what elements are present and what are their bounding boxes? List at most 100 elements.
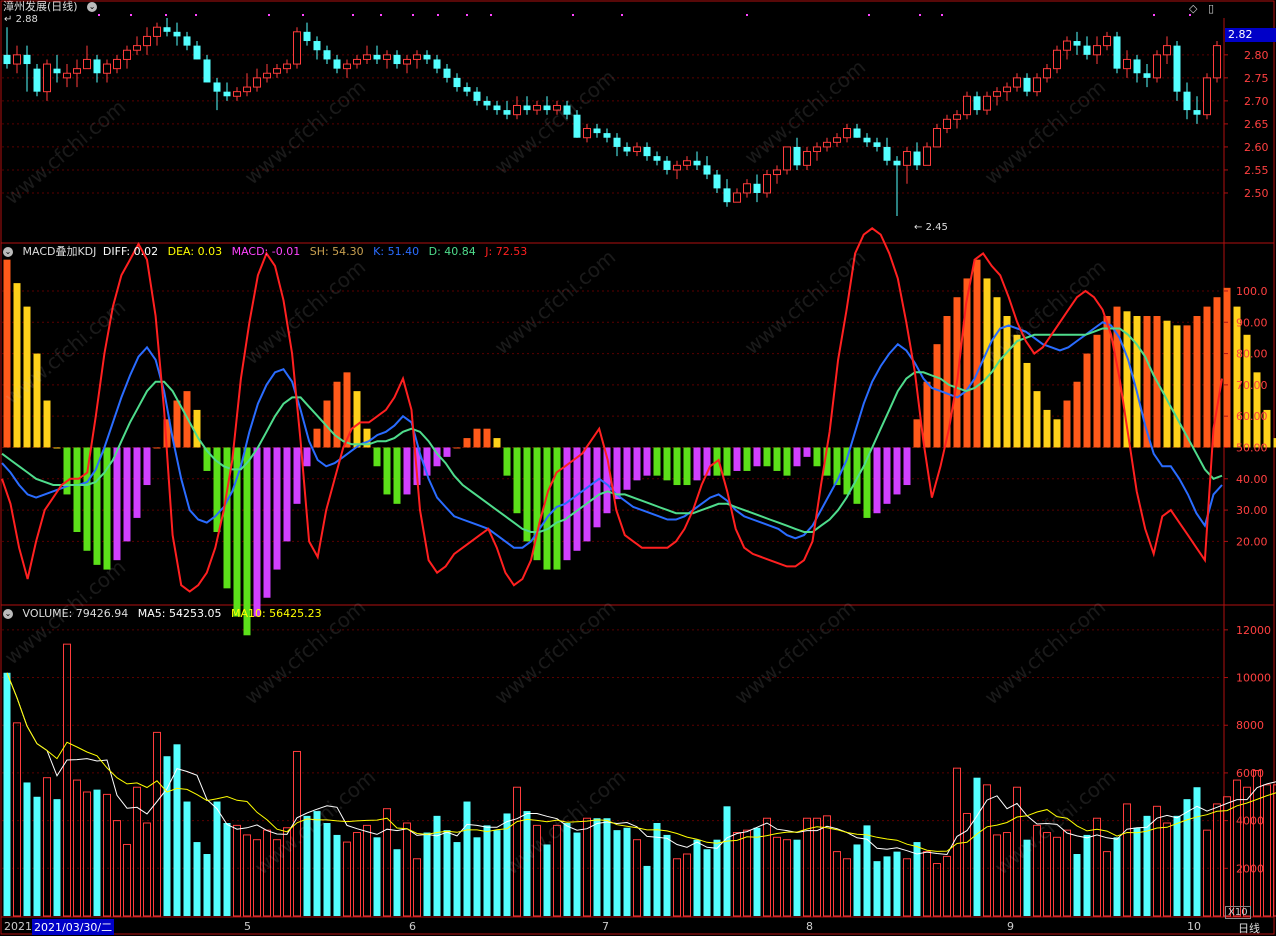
volume-bar [13, 722, 21, 917]
macd-bar [33, 353, 41, 448]
macd-bar [543, 447, 551, 570]
volume-tick-label: 2000 [1236, 862, 1264, 875]
chevron-down-icon[interactable]: ⌄ [87, 2, 98, 12]
diamond-icon[interactable]: ◇ [1189, 2, 1198, 15]
candle [813, 142, 821, 161]
candle [423, 50, 431, 65]
volume-bar [483, 825, 491, 916]
macd-bar [233, 447, 241, 617]
diff-value: DIFF: 0.02 [102, 245, 159, 258]
kdj-tick-label: 30.00 [1236, 504, 1268, 517]
macd-bar [853, 447, 861, 504]
volume-bar [33, 796, 41, 916]
macd-bar [773, 447, 781, 471]
candle [543, 96, 551, 115]
volume-bar [143, 822, 151, 917]
volume-bar [943, 855, 951, 917]
volume-bar [593, 818, 601, 916]
candle [913, 142, 921, 170]
macd-bar [393, 447, 401, 504]
macd-bar [323, 400, 331, 448]
price-tick-label: 2.60 [1244, 141, 1269, 154]
macd-bar [673, 447, 681, 486]
macd-bar [1213, 297, 1221, 448]
candle [593, 123, 601, 138]
volume-bar [673, 858, 681, 917]
candle [333, 54, 341, 74]
kdj-lines [1, 227, 1223, 593]
candle [953, 110, 961, 129]
candle [843, 123, 851, 143]
macd-bar [593, 447, 601, 528]
volume-bar [503, 813, 511, 916]
window-icon[interactable]: ▯ [1208, 2, 1215, 15]
event-marker [98, 14, 100, 16]
candle [963, 91, 971, 120]
volume-bar [433, 815, 441, 916]
macd-bar [1243, 334, 1251, 448]
macd-bar [463, 438, 471, 448]
volume-bar [1053, 836, 1061, 917]
zoom-label[interactable]: X10 [1225, 906, 1251, 919]
candle [763, 169, 771, 198]
volume-bar [103, 793, 111, 917]
volume-ma5-line [6, 672, 1276, 856]
macd-bar [23, 306, 31, 448]
chevron-down-icon[interactable]: ⌄ [3, 247, 13, 257]
volume-tick-label: 12000 [1236, 624, 1271, 637]
volume-bar [223, 823, 231, 916]
candle [1213, 41, 1221, 83]
macd-bar [263, 447, 271, 598]
macd-bar [983, 278, 991, 448]
macd-bar [973, 259, 981, 448]
chevron-down-icon[interactable]: ⌄ [3, 609, 13, 619]
volume-bar [613, 830, 621, 916]
macd-bar [1203, 306, 1211, 448]
macd-bar [633, 447, 641, 481]
macd-bar [1173, 325, 1181, 448]
macd-bar [143, 447, 151, 486]
kdj-tick-label: 20.00 [1236, 535, 1268, 548]
candle [1143, 64, 1151, 88]
candle [983, 91, 991, 115]
k-value: K: 51.40 [373, 245, 420, 258]
volume-bar [763, 817, 771, 917]
candle [83, 45, 91, 70]
candle [1133, 54, 1141, 83]
macd-bar [483, 428, 491, 448]
volume-bar [263, 829, 271, 917]
candle [943, 114, 951, 134]
macd-bar [523, 447, 531, 542]
volume-bar [993, 834, 1001, 917]
candle [1003, 82, 1011, 101]
candle [893, 156, 901, 216]
macd-bar [303, 447, 311, 467]
volume-bar [1073, 854, 1081, 916]
candle [463, 82, 471, 97]
macd-bar [1273, 438, 1276, 448]
macd-bar [893, 447, 901, 495]
volume-bar [653, 823, 661, 916]
arrow-icon: ← [914, 222, 923, 233]
volume-bar [973, 777, 981, 916]
candle [703, 156, 711, 180]
macd-bar [623, 447, 631, 490]
volume-bar [913, 842, 921, 916]
period-tab[interactable]: 日线 [1238, 922, 1260, 935]
volume-bar [833, 851, 841, 917]
macd-bar [783, 447, 791, 476]
macd-bar [1083, 353, 1091, 448]
macd-bar [203, 447, 211, 471]
volume-bar [543, 844, 551, 916]
volume-bar [163, 756, 171, 916]
volume-bar [603, 818, 611, 916]
macd-bar [113, 447, 121, 561]
volume-bar [423, 832, 431, 916]
candle [1103, 31, 1111, 51]
volume-bar [473, 837, 481, 916]
macd-bar [343, 372, 351, 448]
macd-bar [833, 447, 841, 486]
candle [213, 77, 221, 111]
candle [63, 64, 71, 88]
event-marker [130, 14, 132, 16]
